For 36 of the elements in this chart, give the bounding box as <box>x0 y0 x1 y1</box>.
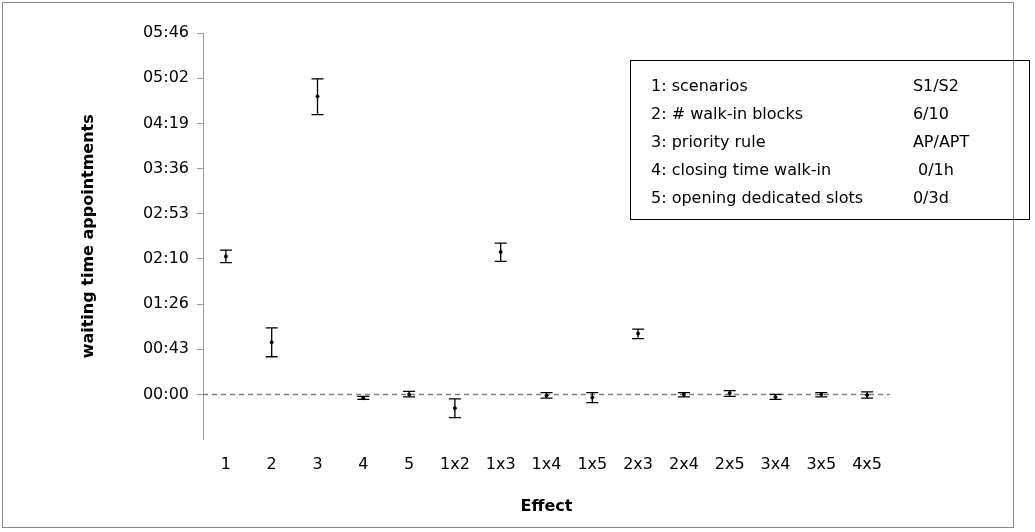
y-tick-label: 01:26 <box>142 293 189 313</box>
x-tick-label: 3x5 <box>806 454 837 474</box>
x-tick-label: 2 <box>266 454 277 474</box>
text: S1/S2 <box>912 76 959 95</box>
y-tick-label: 02:10 <box>142 248 189 268</box>
y-tick-label: 05:02 <box>142 67 189 87</box>
y-axis-title: waiting time appointments <box>77 114 97 359</box>
y-tick-label: 03:36 <box>142 157 189 177</box>
x-tick-label: 1x5 <box>577 454 608 474</box>
annotation: 1: scenarios <box>651 75 749 97</box>
text: 6/10 <box>912 104 949 123</box>
y-tick-label: 00:43 <box>142 338 189 358</box>
annotation: 2: # walk-in blocks <box>651 103 804 125</box>
x-tick-label: 1x3 <box>485 454 516 474</box>
x-tick-label: 4x5 <box>852 454 883 474</box>
x-tick-label: 5 <box>404 454 415 474</box>
x-tick-label: 2x5 <box>714 454 745 474</box>
x-axis-title: Effect <box>520 495 573 515</box>
text: 0/3d <box>912 188 949 207</box>
x-tick-label: 3 <box>312 454 323 474</box>
y-tick-label: 02:53 <box>142 202 189 222</box>
x-tick-label: 1 <box>220 454 231 474</box>
x-tick-label: 1x2 <box>439 454 470 474</box>
text: 0/1h <box>917 160 954 179</box>
annotation: 3: priority rule <box>651 131 767 153</box>
annotation: 4: closing time walk-in <box>651 159 833 181</box>
x-tick-label: 1x4 <box>531 454 562 474</box>
x-tick-label: 4 <box>358 454 369 474</box>
text: AP/APT <box>912 132 970 151</box>
x-tick-label: 2x3 <box>623 454 654 474</box>
x-tick-label: 2x4 <box>668 454 699 474</box>
y-tick-label: 05:46 <box>142 22 189 42</box>
y-tick-label: 04:19 <box>142 112 189 132</box>
x-tick-label: 3x4 <box>760 454 791 474</box>
y-tick-label: 00:00 <box>142 383 189 403</box>
annotation: 5: opening dedicated slots <box>651 187 865 209</box>
